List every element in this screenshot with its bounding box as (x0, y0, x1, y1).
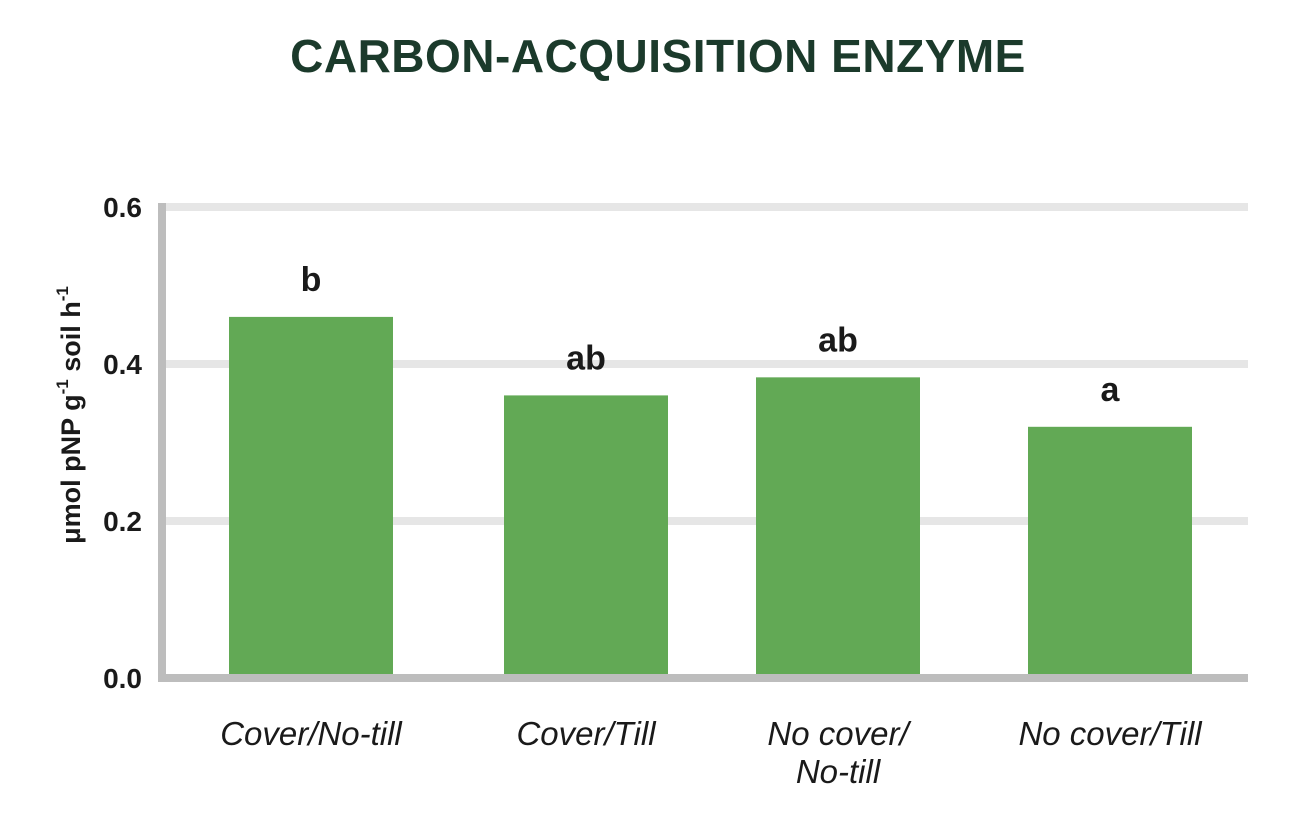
y-tick-labels: 0.0 0.2 0.4 0.6 (103, 192, 142, 694)
bar-significance-label: ab (818, 321, 858, 359)
category-label: Cover/No-till (220, 715, 403, 752)
bar-significance-label: ab (566, 339, 606, 377)
category-label: No cover/No-till (767, 715, 911, 790)
bar-significance-label: a (1101, 371, 1121, 409)
chart-title: CARBON-ACQUISITION ENZYME (290, 30, 1026, 82)
y-tick-label: 0.2 (103, 506, 142, 537)
y-tick-label: 0.4 (103, 349, 142, 380)
bar-significance-labels: b ab ab a (301, 261, 1121, 409)
bar (504, 395, 668, 674)
category-label: No cover/Till (1018, 715, 1203, 752)
category-label: Cover/Till (516, 715, 657, 752)
bar (1028, 426, 1192, 674)
bar (756, 377, 920, 674)
axes (158, 203, 1248, 682)
bars (229, 316, 1192, 674)
y-axis-label: μmol pNP g-1 soil h-1 (53, 286, 86, 544)
category-labels: Cover/No-till Cover/Till No cover/No-till N… (220, 715, 1203, 790)
bar-significance-label: b (301, 261, 322, 299)
y-tick-label: 0.6 (103, 192, 142, 223)
bar (229, 316, 393, 674)
y-tick-label: 0.0 (103, 663, 142, 694)
